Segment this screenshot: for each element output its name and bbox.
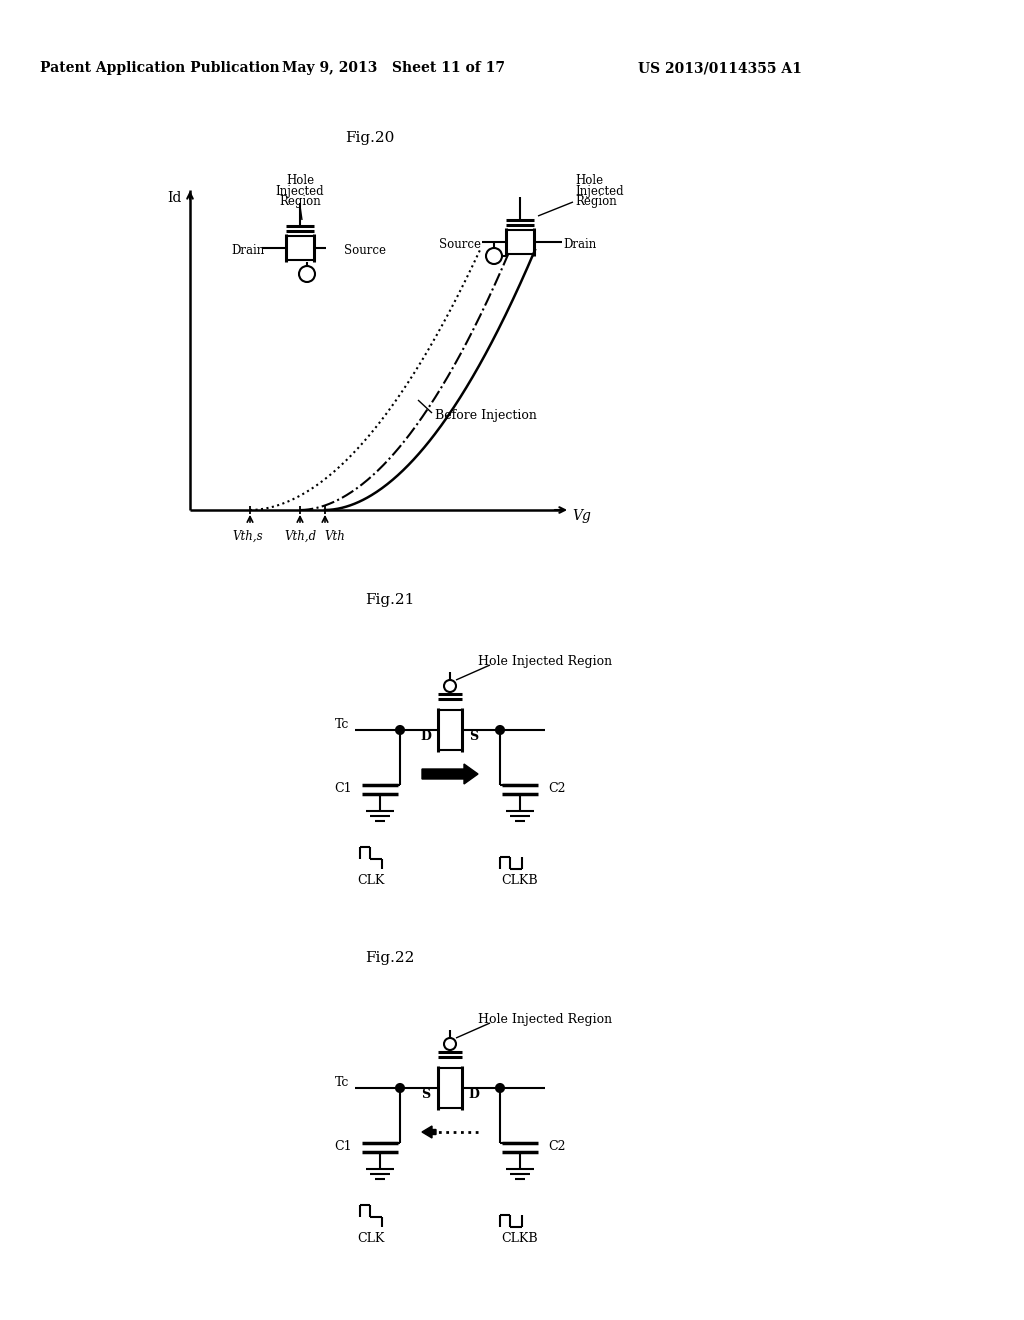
- Text: US 2013/0114355 A1: US 2013/0114355 A1: [638, 61, 802, 75]
- FancyArrow shape: [422, 1126, 436, 1138]
- Text: D: D: [469, 1088, 479, 1101]
- Circle shape: [486, 248, 502, 264]
- Text: Vth,d: Vth,d: [284, 529, 316, 543]
- Text: S: S: [469, 730, 478, 742]
- Text: CLK: CLK: [357, 874, 385, 887]
- Circle shape: [299, 267, 315, 282]
- Text: S: S: [422, 1088, 430, 1101]
- Text: Source: Source: [344, 244, 386, 257]
- Text: Patent Application Publication: Patent Application Publication: [40, 61, 280, 75]
- Text: C2: C2: [548, 1140, 565, 1154]
- Text: Vth: Vth: [325, 529, 345, 543]
- Text: CLK: CLK: [357, 1233, 385, 1246]
- Text: Source: Source: [439, 239, 481, 252]
- Circle shape: [496, 1084, 504, 1092]
- Text: C1: C1: [335, 1140, 352, 1154]
- Text: Fig.22: Fig.22: [366, 950, 415, 965]
- Text: Tc: Tc: [335, 718, 349, 730]
- Circle shape: [396, 726, 404, 734]
- Text: Fig.21: Fig.21: [366, 593, 415, 607]
- Text: Id: Id: [167, 191, 181, 205]
- Text: D: D: [421, 730, 431, 742]
- Text: Before Injection: Before Injection: [435, 408, 537, 421]
- Text: Drain: Drain: [231, 244, 264, 257]
- Text: CLKB: CLKB: [502, 1233, 539, 1246]
- Text: Drain: Drain: [563, 239, 597, 252]
- Text: Fig.20: Fig.20: [345, 131, 394, 145]
- FancyArrow shape: [422, 764, 478, 784]
- Circle shape: [396, 1084, 404, 1092]
- Text: CLKB: CLKB: [502, 874, 539, 887]
- Text: Hole Injected Region: Hole Injected Region: [478, 1014, 612, 1027]
- Text: Hole: Hole: [575, 173, 603, 186]
- Circle shape: [444, 680, 456, 692]
- Text: Hole Injected Region: Hole Injected Region: [478, 656, 612, 668]
- Text: Region: Region: [280, 195, 321, 209]
- Text: Injected: Injected: [575, 185, 624, 198]
- Text: Vth,s: Vth,s: [232, 529, 263, 543]
- Text: Tc: Tc: [335, 1076, 349, 1089]
- Text: C1: C1: [335, 783, 352, 796]
- Circle shape: [496, 726, 504, 734]
- Text: Vg: Vg: [572, 510, 592, 523]
- Circle shape: [444, 1038, 456, 1049]
- Text: Hole: Hole: [286, 173, 314, 186]
- Text: Region: Region: [575, 195, 616, 209]
- Text: Injected: Injected: [275, 185, 325, 198]
- Text: C2: C2: [548, 783, 565, 796]
- Text: May 9, 2013   Sheet 11 of 17: May 9, 2013 Sheet 11 of 17: [282, 61, 505, 75]
